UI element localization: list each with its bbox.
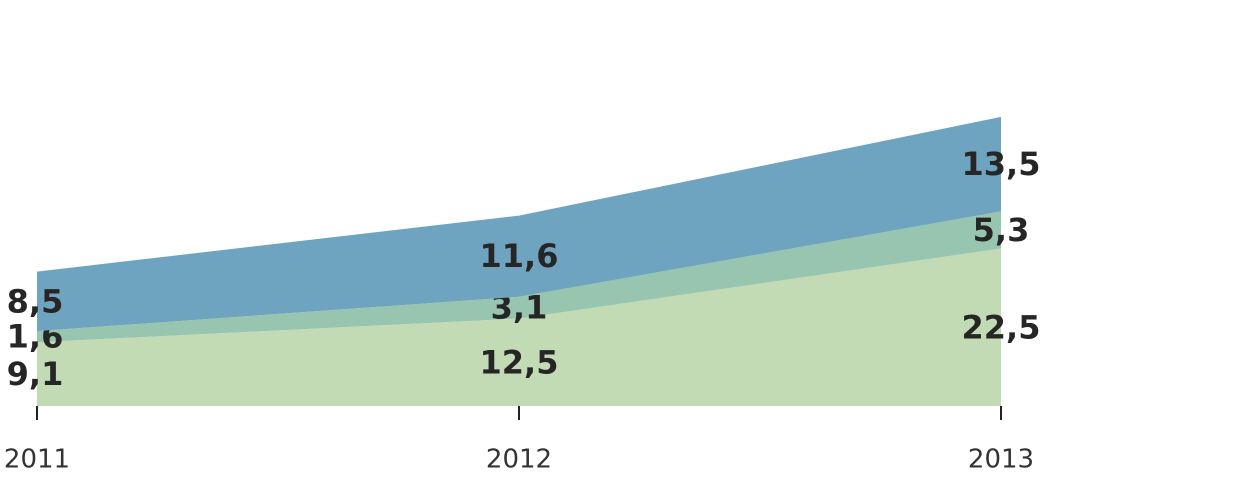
value-label: 13,5 (962, 145, 1041, 183)
value-label: 22,5 (962, 308, 1041, 346)
x-tick-label: 2012 (486, 445, 552, 475)
area (37, 248, 1001, 406)
x-tick-label: 2013 (968, 445, 1034, 475)
area (37, 211, 1001, 343)
area (37, 116, 1001, 332)
value-label: 9,1 (7, 355, 64, 393)
value-label: 12,5 (480, 343, 559, 381)
value-label: 5,3 (973, 211, 1030, 249)
x-tick-label: 2011 (4, 445, 70, 475)
value-label: 11,6 (480, 237, 559, 275)
value-label: 8,5 (7, 282, 64, 320)
